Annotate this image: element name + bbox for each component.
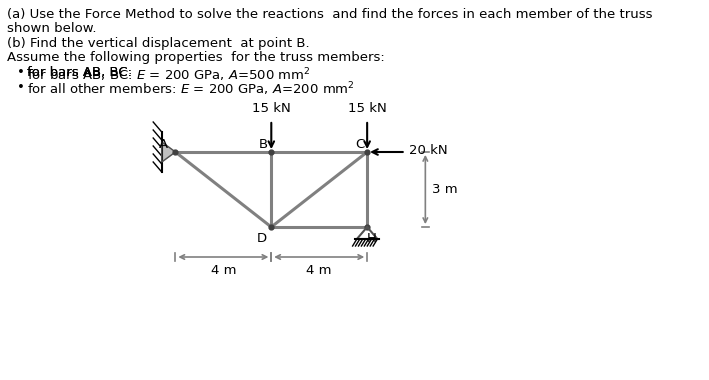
- Text: (a) Use the Force Method to solve the reactions  and find the forces in each mem: (a) Use the Force Method to solve the re…: [7, 8, 652, 21]
- Text: shown below.: shown below.: [7, 22, 96, 35]
- Text: for bars AB, BC: $E$ = 200 GPa, $A$=500 mm$^2$: for bars AB, BC: $E$ = 200 GPa, $A$=500 …: [28, 66, 311, 84]
- Text: for bars AB, BC:: for bars AB, BC:: [28, 66, 137, 79]
- Text: H: H: [367, 231, 376, 244]
- Text: 15 kN: 15 kN: [348, 102, 386, 115]
- Text: for bars AB, BC: ​​​​​​​​​​​​​​​​​​​​​​​​E = 200 GPa, A=500 mm²: for bars AB, BC: ​​​​​​​​​​​​​​​​​​​​​​​…: [28, 66, 308, 79]
- Text: for bars AB, BC:: for bars AB, BC:: [28, 66, 184, 79]
- Text: for bars AB, BC:: for bars AB, BC:: [28, 66, 137, 79]
- Text: for all other members: $E$ = 200 GPa, $A$=200 mm$^2$: for all other members: $E$ = 200 GPa, $A…: [28, 81, 355, 98]
- Text: •: •: [17, 81, 25, 93]
- Text: B: B: [259, 138, 268, 150]
- Text: for bars AB, BC:: for bars AB, BC:: [28, 66, 137, 79]
- Polygon shape: [357, 227, 377, 239]
- Text: 15 kN: 15 kN: [252, 102, 291, 115]
- Text: Assume the following properties  for the truss members:: Assume the following properties for the …: [7, 52, 384, 65]
- Text: •: •: [17, 66, 25, 79]
- Text: 4 m: 4 m: [211, 264, 236, 277]
- Text: 4 m: 4 m: [306, 264, 332, 277]
- Text: 3 m: 3 m: [432, 183, 458, 196]
- Text: 20 kN: 20 kN: [409, 144, 447, 157]
- Text: A: A: [159, 138, 168, 150]
- Text: (b) Find the vertical displacement  at point B.: (b) Find the vertical displacement at po…: [7, 37, 309, 50]
- Text: D: D: [257, 233, 267, 245]
- Text: C: C: [354, 138, 364, 150]
- Polygon shape: [162, 142, 175, 162]
